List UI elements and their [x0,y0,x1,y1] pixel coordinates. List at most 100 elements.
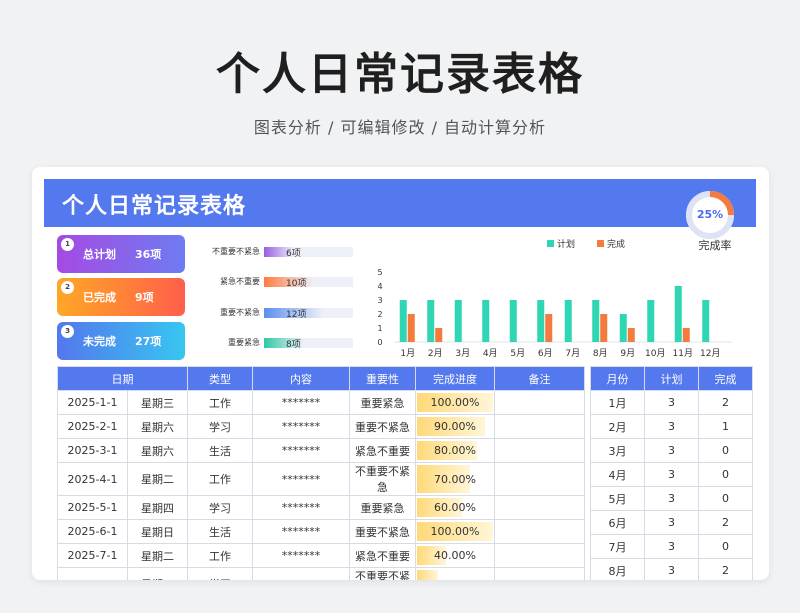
cell-month[interactable]: 1月 [590,390,645,415]
cell-progress[interactable]: 30.00% [415,567,495,580]
column-header-type[interactable]: 类型 [187,366,253,391]
cell-progress[interactable]: 100.00% [415,519,495,544]
table-row[interactable]: 5月 3 0 [590,486,753,511]
column-header-note[interactable]: 备注 [494,366,585,391]
cell-date[interactable]: 2025-3-1 [57,438,128,463]
cell-month[interactable]: 6月 [590,510,645,535]
cell-content[interactable]: ******* [252,390,350,415]
column-header-content[interactable]: 内容 [252,366,350,391]
table-row[interactable]: 2025-6-1 星期日 生活 ******* 重要不紧急 100.00% [57,519,585,544]
cell-progress[interactable]: 40.00% [415,543,495,568]
column-header-date[interactable]: 日期 [57,366,188,391]
cell-note[interactable] [494,495,585,520]
table-row[interactable]: 2025-2-1 星期六 学习 ******* 重要不紧急 90.00% [57,414,585,439]
cell-weekday[interactable]: 星期四 [127,495,188,520]
cell-note[interactable] [494,543,585,568]
cell-plan[interactable]: 3 [644,534,699,559]
cell-weekday[interactable]: 星期日 [127,519,188,544]
cell-month[interactable]: 4月 [590,462,645,487]
cell-date[interactable]: 2025-2-1 [57,414,128,439]
cell-month[interactable]: 5月 [590,486,645,511]
cell-importance[interactable]: 重要不紧急 [349,414,416,439]
cell-weekday[interactable]: 星期二 [127,462,188,496]
cell-date[interactable]: 2025-5-1 [57,495,128,520]
cell-content[interactable]: ******* [252,462,350,496]
cell-importance[interactable]: 紧急不重要 [349,438,416,463]
table-row[interactable]: 8月 3 2 [590,558,753,580]
table-row[interactable]: 1月 3 2 [590,390,753,415]
cell-progress[interactable]: 100.00% [415,390,495,415]
cell-content[interactable]: ******* [252,519,350,544]
cell-month[interactable]: 2月 [590,414,645,439]
cell-date[interactable]: 2025-6-1 [57,519,128,544]
cell-plan[interactable]: 3 [644,558,699,580]
cell-date[interactable]: 2025-8-1 [57,567,128,580]
cell-plan[interactable]: 3 [644,510,699,535]
cell-month[interactable]: 7月 [590,534,645,559]
cell-importance[interactable]: 重要不紧急 [349,519,416,544]
cell-plan[interactable]: 3 [644,438,699,463]
column-header-importance[interactable]: 重要性 [349,366,416,391]
column-header-done[interactable]: 完成 [698,366,753,391]
cell-date[interactable]: 2025-7-1 [57,543,128,568]
cell-type[interactable]: 生活 [187,438,253,463]
cell-done[interactable]: 1 [698,414,753,439]
cell-progress[interactable]: 70.00% [415,462,495,496]
cell-done[interactable]: 2 [698,390,753,415]
cell-note[interactable] [494,414,585,439]
cell-weekday[interactable]: 星期六 [127,438,188,463]
cell-type[interactable]: 生活 [187,519,253,544]
cell-progress[interactable]: 60.00% [415,495,495,520]
cell-month[interactable]: 8月 [590,558,645,580]
cell-content[interactable]: ******* [252,414,350,439]
cell-plan[interactable]: 3 [644,486,699,511]
cell-progress[interactable]: 80.00% [415,438,495,463]
cell-note[interactable] [494,438,585,463]
cell-date[interactable]: 2025-4-1 [57,462,128,496]
cell-plan[interactable]: 3 [644,414,699,439]
cell-type[interactable]: 工作 [187,543,253,568]
table-row[interactable]: 7月 3 0 [590,534,753,559]
cell-weekday[interactable]: 星期五 [127,567,188,580]
cell-importance[interactable]: 重要紧急 [349,495,416,520]
cell-progress[interactable]: 90.00% [415,414,495,439]
cell-note[interactable] [494,390,585,415]
column-header-plan[interactable]: 计划 [644,366,699,391]
cell-content[interactable]: ******* [252,495,350,520]
cell-done[interactable]: 0 [698,534,753,559]
cell-importance[interactable]: 不重要不紧急 [349,567,416,580]
table-row[interactable]: 2月 3 1 [590,414,753,439]
cell-done[interactable]: 2 [698,510,753,535]
cell-content[interactable]: ******* [252,438,350,463]
cell-plan[interactable]: 3 [644,462,699,487]
table-row[interactable]: 2025-5-1 星期四 学习 ******* 重要紧急 60.00% [57,495,585,520]
table-row[interactable]: 3月 3 0 [590,438,753,463]
cell-note[interactable] [494,519,585,544]
cell-importance[interactable]: 重要紧急 [349,390,416,415]
cell-note[interactable] [494,462,585,496]
cell-type[interactable]: 学习 [187,495,253,520]
cell-weekday[interactable]: 星期六 [127,414,188,439]
cell-type[interactable]: 工作 [187,462,253,496]
table-row[interactable]: 2025-3-1 星期六 生活 ******* 紧急不重要 80.00% [57,438,585,463]
table-row[interactable]: 2025-4-1 星期二 工作 ******* 不重要不紧急 70.00% [57,462,585,496]
cell-done[interactable]: 2 [698,558,753,580]
table-row[interactable]: 2025-7-1 星期二 工作 ******* 紧急不重要 40.00% [57,543,585,568]
cell-done[interactable]: 0 [698,462,753,487]
cell-type[interactable]: 学习 [187,567,253,580]
table-row[interactable]: 2025-8-1星期五学习*******不重要不紧急 30.00% [57,567,585,580]
cell-importance[interactable]: 紧急不重要 [349,543,416,568]
cell-type[interactable]: 工作 [187,390,253,415]
cell-month[interactable]: 3月 [590,438,645,463]
cell-weekday[interactable]: 星期三 [127,390,188,415]
cell-weekday[interactable]: 星期二 [127,543,188,568]
column-header-progress[interactable]: 完成进度 [415,366,495,391]
cell-importance[interactable]: 不重要不紧急 [349,462,416,496]
cell-note[interactable] [494,567,585,580]
cell-plan[interactable]: 3 [644,390,699,415]
table-row[interactable]: 4月 3 0 [590,462,753,487]
cell-type[interactable]: 学习 [187,414,253,439]
table-row[interactable]: 2025-1-1 星期三 工作 ******* 重要紧急 100.00% [57,390,585,415]
cell-done[interactable]: 0 [698,486,753,511]
cell-content[interactable]: ******* [252,567,350,580]
